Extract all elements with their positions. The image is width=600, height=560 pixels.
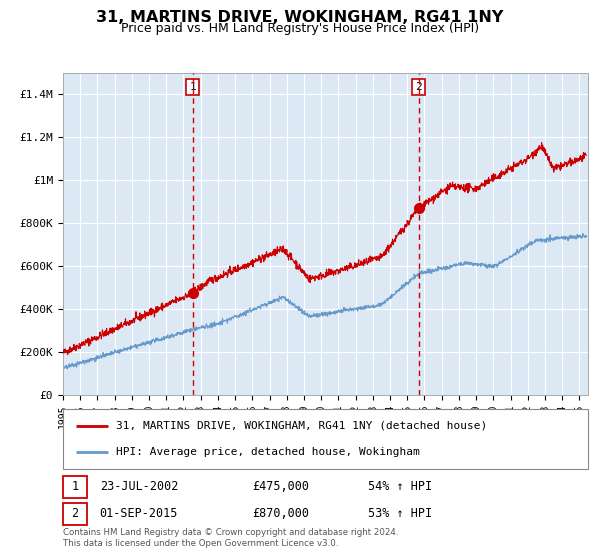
Bar bbox=[63, 476, 86, 498]
Text: £475,000: £475,000 bbox=[252, 480, 309, 493]
Text: 54% ↑ HPI: 54% ↑ HPI bbox=[367, 480, 431, 493]
Text: 2: 2 bbox=[415, 82, 422, 92]
Text: £870,000: £870,000 bbox=[252, 507, 309, 520]
Text: 53% ↑ HPI: 53% ↑ HPI bbox=[367, 507, 431, 520]
Text: 1: 1 bbox=[190, 82, 196, 92]
Text: 01-SEP-2015: 01-SEP-2015 bbox=[100, 507, 178, 520]
Text: Price paid vs. HM Land Registry's House Price Index (HPI): Price paid vs. HM Land Registry's House … bbox=[121, 22, 479, 35]
Text: 23-JUL-2002: 23-JUL-2002 bbox=[100, 480, 178, 493]
Text: HPI: Average price, detached house, Wokingham: HPI: Average price, detached house, Woki… bbox=[115, 447, 419, 457]
Text: 31, MARTINS DRIVE, WOKINGHAM, RG41 1NY: 31, MARTINS DRIVE, WOKINGHAM, RG41 1NY bbox=[97, 10, 503, 25]
Text: 2: 2 bbox=[71, 507, 79, 520]
Text: 31, MARTINS DRIVE, WOKINGHAM, RG41 1NY (detached house): 31, MARTINS DRIVE, WOKINGHAM, RG41 1NY (… bbox=[115, 421, 487, 431]
Text: 1: 1 bbox=[71, 480, 79, 493]
Text: Contains HM Land Registry data © Crown copyright and database right 2024.
This d: Contains HM Land Registry data © Crown c… bbox=[63, 528, 398, 548]
Bar bbox=[63, 503, 86, 525]
